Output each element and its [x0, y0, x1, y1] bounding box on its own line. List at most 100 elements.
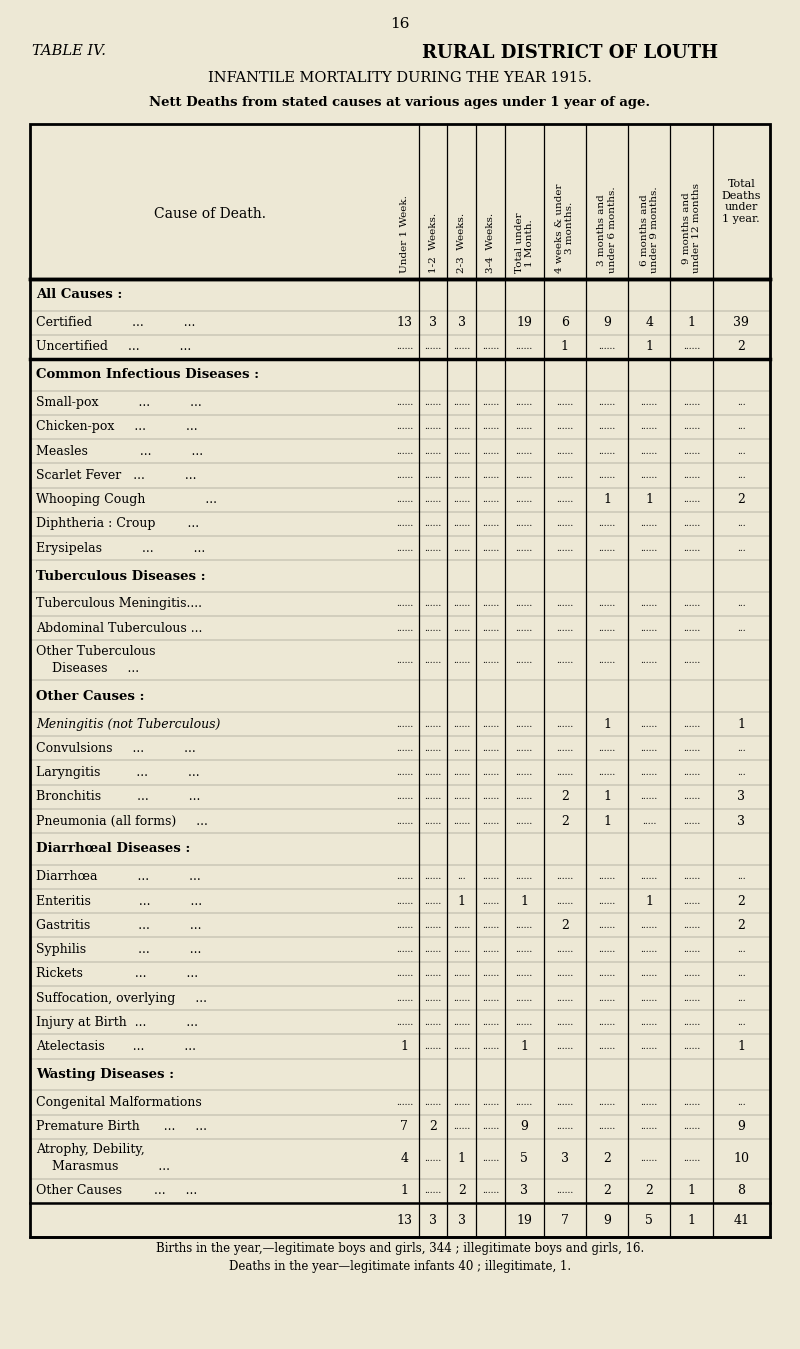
- Text: Other Causes        ...     ...: Other Causes ... ...: [36, 1184, 198, 1198]
- Text: ......: ......: [482, 544, 499, 553]
- Text: ......: ......: [453, 970, 470, 978]
- Text: 4: 4: [646, 316, 654, 329]
- Text: Suffocation, overlying     ...: Suffocation, overlying ...: [36, 992, 207, 1005]
- Text: 9: 9: [603, 1214, 611, 1226]
- Text: ......: ......: [516, 422, 533, 432]
- Text: ......: ......: [482, 398, 499, 407]
- Text: Abdominal Tuberculous ...: Abdominal Tuberculous ...: [36, 622, 202, 635]
- Text: ......: ......: [598, 519, 616, 529]
- Text: 1: 1: [687, 316, 695, 329]
- Text: ......: ......: [598, 599, 616, 608]
- Text: Whooping Cough               ...: Whooping Cough ...: [36, 494, 217, 506]
- Text: ......: ......: [641, 471, 658, 480]
- Text: 3: 3: [738, 815, 746, 827]
- Text: ......: ......: [683, 544, 700, 553]
- Text: 4 weeks & under
3 months.: 4 weeks & under 3 months.: [555, 183, 574, 272]
- Text: ......: ......: [482, 1122, 499, 1132]
- Text: 1: 1: [400, 1184, 408, 1198]
- Text: 1: 1: [520, 894, 528, 908]
- Text: 3: 3: [458, 1214, 466, 1226]
- Text: ......: ......: [683, 1098, 700, 1108]
- Text: ......: ......: [453, 1122, 470, 1132]
- Text: ......: ......: [683, 792, 700, 801]
- Text: ......: ......: [425, 519, 442, 529]
- Text: Rickets             ...          ...: Rickets ... ...: [36, 967, 198, 981]
- Text: ......: ......: [556, 398, 574, 407]
- Text: ......: ......: [425, 544, 442, 553]
- Text: ......: ......: [482, 994, 499, 1002]
- Text: ......: ......: [425, 743, 442, 753]
- Text: .....: .....: [642, 816, 657, 826]
- Text: ......: ......: [482, 921, 499, 929]
- Text: ...: ...: [737, 873, 746, 881]
- Text: ......: ......: [556, 873, 574, 881]
- Text: Total
Deaths
under
1 year.: Total Deaths under 1 year.: [722, 179, 761, 224]
- Text: ......: ......: [396, 599, 413, 608]
- Text: Gastritis            ...          ...: Gastritis ... ...: [36, 919, 202, 932]
- Text: ......: ......: [641, 719, 658, 728]
- Text: ......: ......: [516, 1098, 533, 1108]
- Text: ......: ......: [396, 719, 413, 728]
- Text: ......: ......: [453, 921, 470, 929]
- Text: 3: 3: [429, 316, 437, 329]
- Text: RURAL DISTRICT OF LOUTH: RURAL DISTRICT OF LOUTH: [422, 45, 718, 62]
- Text: 8: 8: [738, 1184, 746, 1198]
- Text: 2: 2: [603, 1184, 611, 1198]
- Text: ......: ......: [683, 1043, 700, 1051]
- Text: ......: ......: [482, 623, 499, 633]
- Text: 3: 3: [738, 791, 746, 803]
- Text: ......: ......: [598, 343, 616, 351]
- Text: ......: ......: [516, 599, 533, 608]
- Text: ......: ......: [556, 422, 574, 432]
- Text: ......: ......: [453, 768, 470, 777]
- Text: 19: 19: [516, 1214, 532, 1226]
- Text: ......: ......: [396, 897, 413, 905]
- Text: ......: ......: [396, 792, 413, 801]
- Text: ......: ......: [453, 422, 470, 432]
- Text: Laryngitis         ...          ...: Laryngitis ... ...: [36, 766, 200, 780]
- Text: 41: 41: [734, 1214, 750, 1226]
- Text: ......: ......: [453, 519, 470, 529]
- Text: ......: ......: [598, 544, 616, 553]
- Text: Deaths in the year—legitimate infants 40 ; illegitimate, 1.: Deaths in the year—legitimate infants 40…: [229, 1260, 571, 1273]
- Text: ......: ......: [516, 970, 533, 978]
- Text: ......: ......: [556, 656, 574, 665]
- Text: ...: ...: [737, 743, 746, 753]
- Text: ......: ......: [683, 623, 700, 633]
- Text: 2: 2: [561, 815, 569, 827]
- Text: Common Infectious Diseases :: Common Infectious Diseases :: [36, 368, 259, 382]
- Text: 7: 7: [401, 1120, 408, 1133]
- Text: ......: ......: [598, 623, 616, 633]
- Text: ......: ......: [425, 656, 442, 665]
- Text: ......: ......: [641, 994, 658, 1002]
- Text: ......: ......: [396, 873, 413, 881]
- Text: ......: ......: [556, 719, 574, 728]
- Text: ......: ......: [396, 343, 413, 351]
- Text: Syphilis             ...          ...: Syphilis ... ...: [36, 943, 202, 956]
- Text: ......: ......: [425, 495, 442, 505]
- Text: 7: 7: [561, 1214, 569, 1226]
- Text: ......: ......: [482, 1043, 499, 1051]
- Text: ......: ......: [425, 623, 442, 633]
- Text: ......: ......: [683, 447, 700, 456]
- Text: 1: 1: [603, 718, 611, 731]
- Text: 16: 16: [390, 18, 410, 31]
- Text: 9: 9: [738, 1120, 746, 1133]
- Text: Measles             ...          ...: Measles ... ...: [36, 445, 203, 457]
- Text: ......: ......: [482, 656, 499, 665]
- Text: ......: ......: [516, 816, 533, 826]
- Text: ......: ......: [516, 656, 533, 665]
- Text: ......: ......: [453, 471, 470, 480]
- Text: ......: ......: [482, 970, 499, 978]
- Text: ......: ......: [425, 768, 442, 777]
- Text: ......: ......: [598, 447, 616, 456]
- Text: ......: ......: [396, 816, 413, 826]
- Text: ......: ......: [453, 994, 470, 1002]
- Text: ......: ......: [396, 921, 413, 929]
- Text: ......: ......: [516, 946, 533, 954]
- Text: ......: ......: [425, 398, 442, 407]
- Text: ......: ......: [598, 946, 616, 954]
- Text: 3 months and
under 6 months.: 3 months and under 6 months.: [598, 186, 617, 272]
- Text: ......: ......: [453, 343, 470, 351]
- Text: 6 months and
under 9 months.: 6 months and under 9 months.: [639, 186, 659, 272]
